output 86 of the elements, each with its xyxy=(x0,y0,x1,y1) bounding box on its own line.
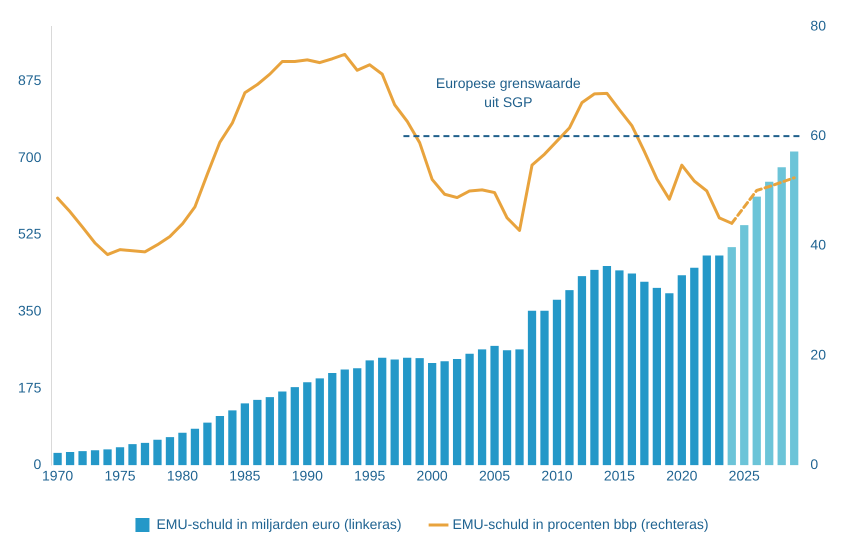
bar xyxy=(465,354,474,466)
bar xyxy=(340,370,349,466)
bar xyxy=(266,397,274,466)
bar xyxy=(690,268,698,466)
bar xyxy=(216,416,224,466)
bar xyxy=(728,247,736,466)
x-tick-label: 1985 xyxy=(229,467,261,484)
bar xyxy=(378,358,386,466)
bar xyxy=(452,359,462,466)
y2-tick-label: 20 xyxy=(810,346,826,362)
bar xyxy=(678,275,686,466)
bar xyxy=(478,349,486,466)
x-tick-label: 2020 xyxy=(666,467,698,484)
bar xyxy=(765,182,774,466)
bar xyxy=(790,151,798,466)
bar xyxy=(652,288,661,466)
x-tick-label: 2005 xyxy=(478,467,510,484)
y-tick-label: 875 xyxy=(18,72,42,88)
bar xyxy=(515,349,524,466)
bar xyxy=(428,362,436,466)
bar xyxy=(90,450,100,466)
bar xyxy=(552,300,562,466)
bar xyxy=(278,391,286,466)
bar xyxy=(540,310,549,466)
bar xyxy=(140,442,150,466)
bar xyxy=(66,452,74,466)
ref-line-label: Europese grenswaarde uit SGP xyxy=(436,74,581,110)
bar xyxy=(116,447,124,466)
bar xyxy=(153,440,162,466)
x-tick-label: 1990 xyxy=(292,467,324,484)
bar xyxy=(166,437,174,466)
bar xyxy=(78,451,87,466)
bar xyxy=(53,452,62,466)
bar xyxy=(128,444,137,466)
bar xyxy=(328,373,336,466)
bar xyxy=(628,273,636,466)
x-tick-label: 1970 xyxy=(42,467,74,484)
bar xyxy=(665,293,674,466)
bar xyxy=(253,400,262,466)
bar xyxy=(640,282,649,466)
x-tick-label: 1975 xyxy=(104,467,136,484)
y2-tick-label: 60 xyxy=(810,126,826,143)
x-tick-label: 2025 xyxy=(728,467,760,484)
bar xyxy=(502,350,512,466)
bar xyxy=(416,358,424,466)
bar xyxy=(190,428,200,466)
bar xyxy=(103,449,112,466)
y2-tick-label: 40 xyxy=(810,236,826,253)
bar xyxy=(178,432,187,466)
bar xyxy=(528,310,536,466)
bar xyxy=(303,382,312,466)
bar xyxy=(316,378,324,466)
bar xyxy=(440,361,449,466)
y-tick-label: 175 xyxy=(18,379,42,396)
bar xyxy=(778,167,786,466)
bar xyxy=(203,422,212,466)
bar xyxy=(602,266,612,466)
legend-label: EMU-schuld in miljarden euro (linkeras) xyxy=(156,516,402,532)
x-tick-label: 2010 xyxy=(541,467,573,484)
y-tick-label: 0 xyxy=(34,456,42,472)
bar xyxy=(590,270,599,466)
bar xyxy=(752,196,761,466)
y-tick-label: 700 xyxy=(18,148,42,165)
bar xyxy=(390,359,399,466)
bar xyxy=(490,346,499,466)
bar xyxy=(290,387,299,466)
bar xyxy=(228,410,237,466)
x-tick-label: 2000 xyxy=(416,467,448,484)
bar xyxy=(240,403,250,466)
bar xyxy=(702,255,711,466)
y2-tick-label: 80 xyxy=(810,17,826,34)
bar xyxy=(353,368,362,466)
bar xyxy=(565,290,574,466)
bar xyxy=(615,270,624,466)
bar xyxy=(366,360,374,466)
bar xyxy=(740,225,748,466)
x-tick-label: 2015 xyxy=(604,467,636,484)
bar xyxy=(403,358,412,466)
x-tick-label: 1995 xyxy=(354,467,386,484)
y2-tick-label: 0 xyxy=(810,456,818,472)
y-tick-label: 350 xyxy=(18,302,42,318)
x-tick-label: 1980 xyxy=(166,467,198,484)
bar xyxy=(715,255,724,466)
y-tick-label: 525 xyxy=(18,226,42,242)
legend-label: EMU-schuld in procenten bbp (rechteras) xyxy=(452,516,709,532)
bar xyxy=(578,276,586,466)
